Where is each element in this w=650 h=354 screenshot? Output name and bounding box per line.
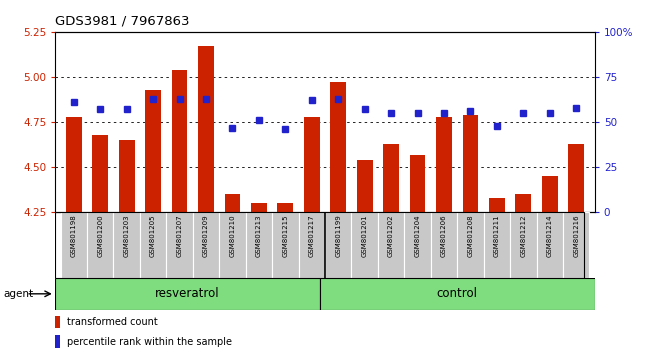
Text: GSM801213: GSM801213	[256, 215, 262, 257]
Text: GSM801212: GSM801212	[521, 215, 526, 257]
Text: GSM801210: GSM801210	[229, 215, 235, 257]
Text: GSM801204: GSM801204	[415, 215, 421, 257]
Text: GSM801200: GSM801200	[98, 215, 103, 257]
Text: GSM801203: GSM801203	[124, 215, 129, 257]
Bar	[489, 198, 505, 212]
Bar	[119, 140, 135, 212]
Bar	[304, 117, 320, 212]
Bar	[87, 212, 114, 278]
Bar	[357, 160, 372, 212]
Bar	[563, 212, 590, 278]
Bar	[404, 212, 431, 278]
Text: resveratrol: resveratrol	[155, 287, 220, 300]
Bar	[140, 212, 166, 278]
Bar	[457, 212, 484, 278]
Bar	[568, 144, 584, 212]
Text: GSM801201: GSM801201	[361, 215, 368, 257]
Bar	[272, 212, 298, 278]
Bar	[66, 117, 82, 212]
Bar	[198, 46, 214, 212]
Bar	[193, 212, 219, 278]
Bar	[463, 115, 478, 212]
Text: GSM801216: GSM801216	[573, 215, 579, 257]
Bar	[484, 212, 510, 278]
Text: GSM801206: GSM801206	[441, 215, 447, 257]
Bar	[330, 82, 346, 212]
Text: GDS3981 / 7967863: GDS3981 / 7967863	[55, 14, 190, 27]
Text: GSM801215: GSM801215	[282, 215, 289, 257]
Text: percentile rank within the sample: percentile rank within the sample	[68, 337, 233, 347]
Text: transformed count: transformed count	[68, 317, 158, 327]
Bar	[436, 117, 452, 212]
Text: control: control	[437, 287, 478, 300]
Bar	[145, 90, 161, 212]
Bar	[55, 316, 60, 329]
Bar	[542, 176, 558, 212]
Bar	[224, 194, 240, 212]
Bar	[251, 203, 266, 212]
Bar	[114, 212, 140, 278]
Text: GSM801198: GSM801198	[71, 215, 77, 257]
Text: GSM801214: GSM801214	[547, 215, 552, 257]
Bar	[410, 155, 426, 212]
Bar	[536, 212, 563, 278]
Bar	[431, 212, 457, 278]
Text: GSM801211: GSM801211	[494, 215, 500, 257]
Text: GSM801209: GSM801209	[203, 215, 209, 257]
Bar	[92, 135, 108, 212]
Bar	[60, 212, 87, 278]
Bar	[515, 194, 531, 212]
Text: GSM801217: GSM801217	[309, 215, 315, 257]
Bar	[219, 212, 246, 278]
Bar	[384, 144, 399, 212]
Bar	[325, 212, 352, 278]
Bar	[278, 203, 293, 212]
Bar	[166, 212, 193, 278]
Bar	[172, 70, 187, 212]
Bar	[55, 336, 60, 348]
Text: GSM801199: GSM801199	[335, 215, 341, 257]
Text: GSM801205: GSM801205	[150, 215, 156, 257]
Bar	[352, 212, 378, 278]
Bar	[320, 278, 595, 310]
Text: GSM801202: GSM801202	[388, 215, 394, 257]
Bar	[298, 212, 325, 278]
Text: GSM801208: GSM801208	[467, 215, 473, 257]
Text: agent: agent	[3, 289, 33, 299]
Bar	[510, 212, 536, 278]
Bar	[246, 212, 272, 278]
Bar	[55, 278, 320, 310]
Text: GSM801207: GSM801207	[177, 215, 183, 257]
Bar	[378, 212, 404, 278]
